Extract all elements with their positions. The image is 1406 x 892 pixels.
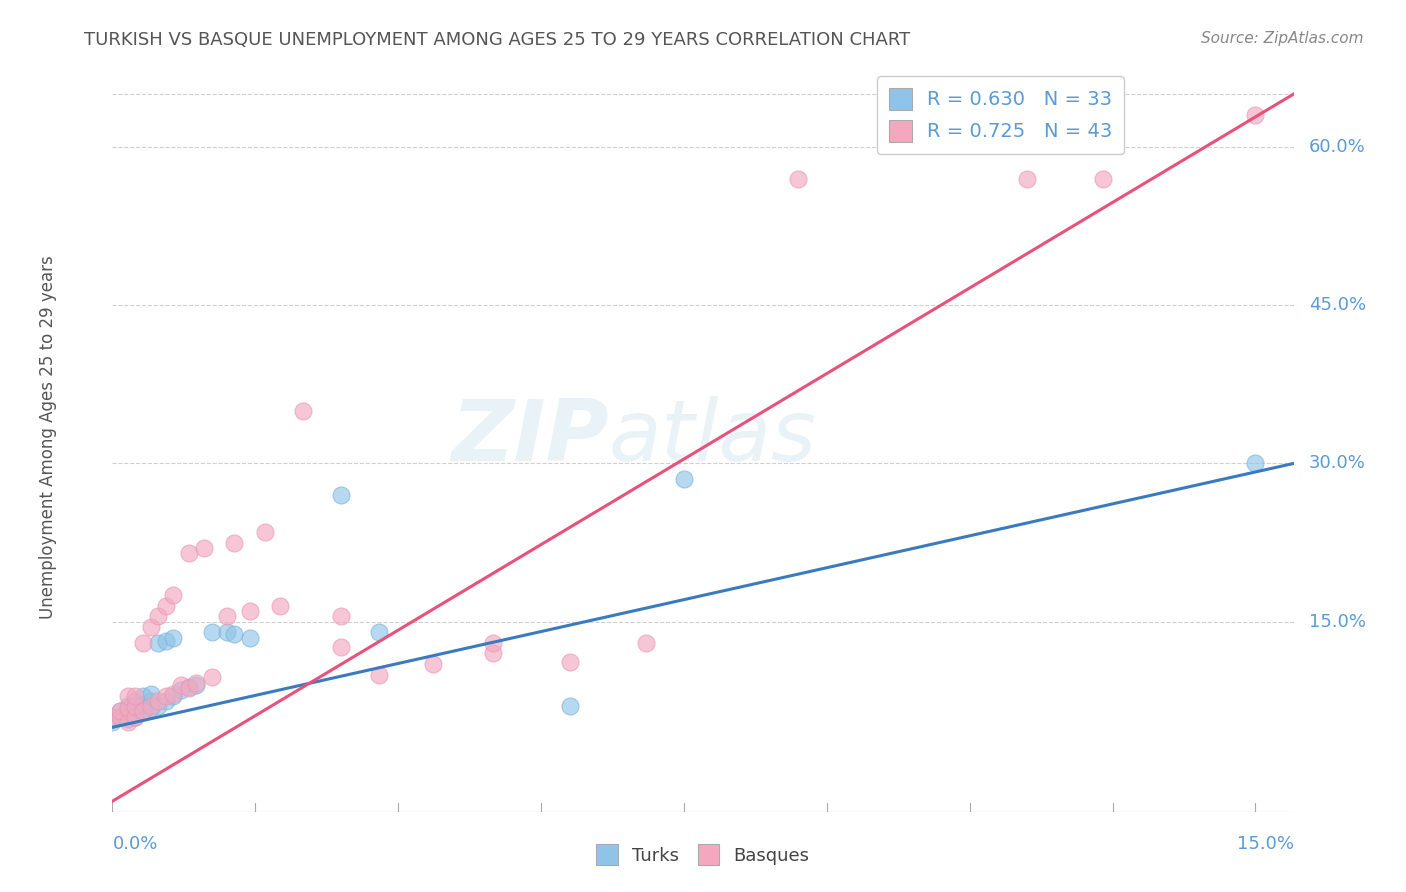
Point bbox=[117, 701, 139, 715]
Point bbox=[224, 627, 246, 641]
Point bbox=[117, 699, 139, 714]
Point bbox=[139, 686, 162, 700]
Point bbox=[1244, 108, 1267, 122]
Point bbox=[132, 689, 155, 703]
Point bbox=[117, 689, 139, 703]
Point bbox=[558, 655, 581, 669]
Point bbox=[170, 683, 193, 698]
Point bbox=[108, 705, 131, 719]
Point bbox=[177, 546, 200, 560]
Point bbox=[368, 625, 391, 640]
Point bbox=[186, 678, 208, 692]
Point bbox=[1015, 171, 1038, 186]
Point bbox=[124, 694, 146, 708]
Point bbox=[148, 699, 170, 714]
Point bbox=[124, 710, 146, 724]
Point bbox=[193, 541, 215, 555]
Point bbox=[139, 620, 162, 634]
Text: 15.0%: 15.0% bbox=[1309, 613, 1365, 631]
Point bbox=[200, 670, 222, 684]
Point bbox=[108, 705, 131, 719]
Text: 45.0%: 45.0% bbox=[1309, 296, 1365, 314]
Text: Source: ZipAtlas.com: Source: ZipAtlas.com bbox=[1201, 31, 1364, 46]
Legend: Turks, Basques: Turks, Basques bbox=[589, 837, 817, 872]
Point bbox=[177, 680, 200, 694]
Point bbox=[558, 699, 581, 714]
Point bbox=[162, 588, 184, 602]
Point bbox=[1092, 171, 1115, 186]
Point bbox=[155, 599, 177, 613]
Point bbox=[101, 714, 124, 729]
Point bbox=[787, 171, 810, 186]
Point bbox=[1244, 457, 1267, 471]
Point bbox=[239, 604, 262, 618]
Point bbox=[170, 678, 193, 692]
Point bbox=[108, 710, 131, 724]
Point bbox=[215, 625, 238, 640]
Point bbox=[117, 705, 139, 719]
Point bbox=[148, 636, 170, 650]
Point bbox=[162, 686, 184, 700]
Point bbox=[139, 699, 162, 714]
Point bbox=[215, 609, 238, 624]
Point bbox=[117, 712, 139, 726]
Point bbox=[148, 694, 170, 708]
Point bbox=[200, 625, 222, 640]
Point bbox=[108, 710, 131, 724]
Point bbox=[422, 657, 444, 671]
Point bbox=[330, 640, 353, 654]
Point bbox=[139, 701, 162, 715]
Point bbox=[253, 524, 276, 539]
Point bbox=[139, 694, 162, 708]
Text: TURKISH VS BASQUE UNEMPLOYMENT AMONG AGES 25 TO 29 YEARS CORRELATION CHART: TURKISH VS BASQUE UNEMPLOYMENT AMONG AGE… bbox=[84, 31, 911, 49]
Point bbox=[155, 689, 177, 703]
Point bbox=[132, 697, 155, 711]
Text: 0.0%: 0.0% bbox=[112, 835, 157, 853]
Point bbox=[291, 403, 314, 417]
Point bbox=[177, 681, 200, 696]
Text: ZIP: ZIP bbox=[451, 395, 609, 479]
Point bbox=[124, 701, 146, 715]
Point bbox=[672, 472, 695, 486]
Point bbox=[148, 609, 170, 624]
Point bbox=[330, 609, 353, 624]
Text: 30.0%: 30.0% bbox=[1309, 454, 1365, 473]
Legend: R = 0.630   N = 33, R = 0.725   N = 43: R = 0.630 N = 33, R = 0.725 N = 43 bbox=[877, 76, 1125, 154]
Point bbox=[330, 488, 353, 502]
Point bbox=[482, 636, 505, 650]
Point bbox=[482, 647, 505, 661]
Point bbox=[124, 710, 146, 724]
Point bbox=[132, 705, 155, 719]
Point bbox=[162, 631, 184, 645]
Point bbox=[155, 694, 177, 708]
Text: Unemployment Among Ages 25 to 29 years: Unemployment Among Ages 25 to 29 years bbox=[38, 255, 56, 619]
Point bbox=[162, 689, 184, 703]
Point bbox=[132, 636, 155, 650]
Text: 60.0%: 60.0% bbox=[1309, 138, 1365, 156]
Point bbox=[124, 689, 146, 703]
Point bbox=[239, 631, 262, 645]
Point bbox=[186, 676, 208, 690]
Point bbox=[124, 699, 146, 714]
Point bbox=[101, 710, 124, 724]
Text: 15.0%: 15.0% bbox=[1236, 835, 1294, 853]
Point bbox=[155, 633, 177, 648]
Point bbox=[269, 599, 291, 613]
Point bbox=[224, 535, 246, 549]
Point bbox=[132, 705, 155, 719]
Point bbox=[117, 714, 139, 729]
Point bbox=[368, 667, 391, 681]
Point bbox=[634, 636, 657, 650]
Text: atlas: atlas bbox=[609, 395, 817, 479]
